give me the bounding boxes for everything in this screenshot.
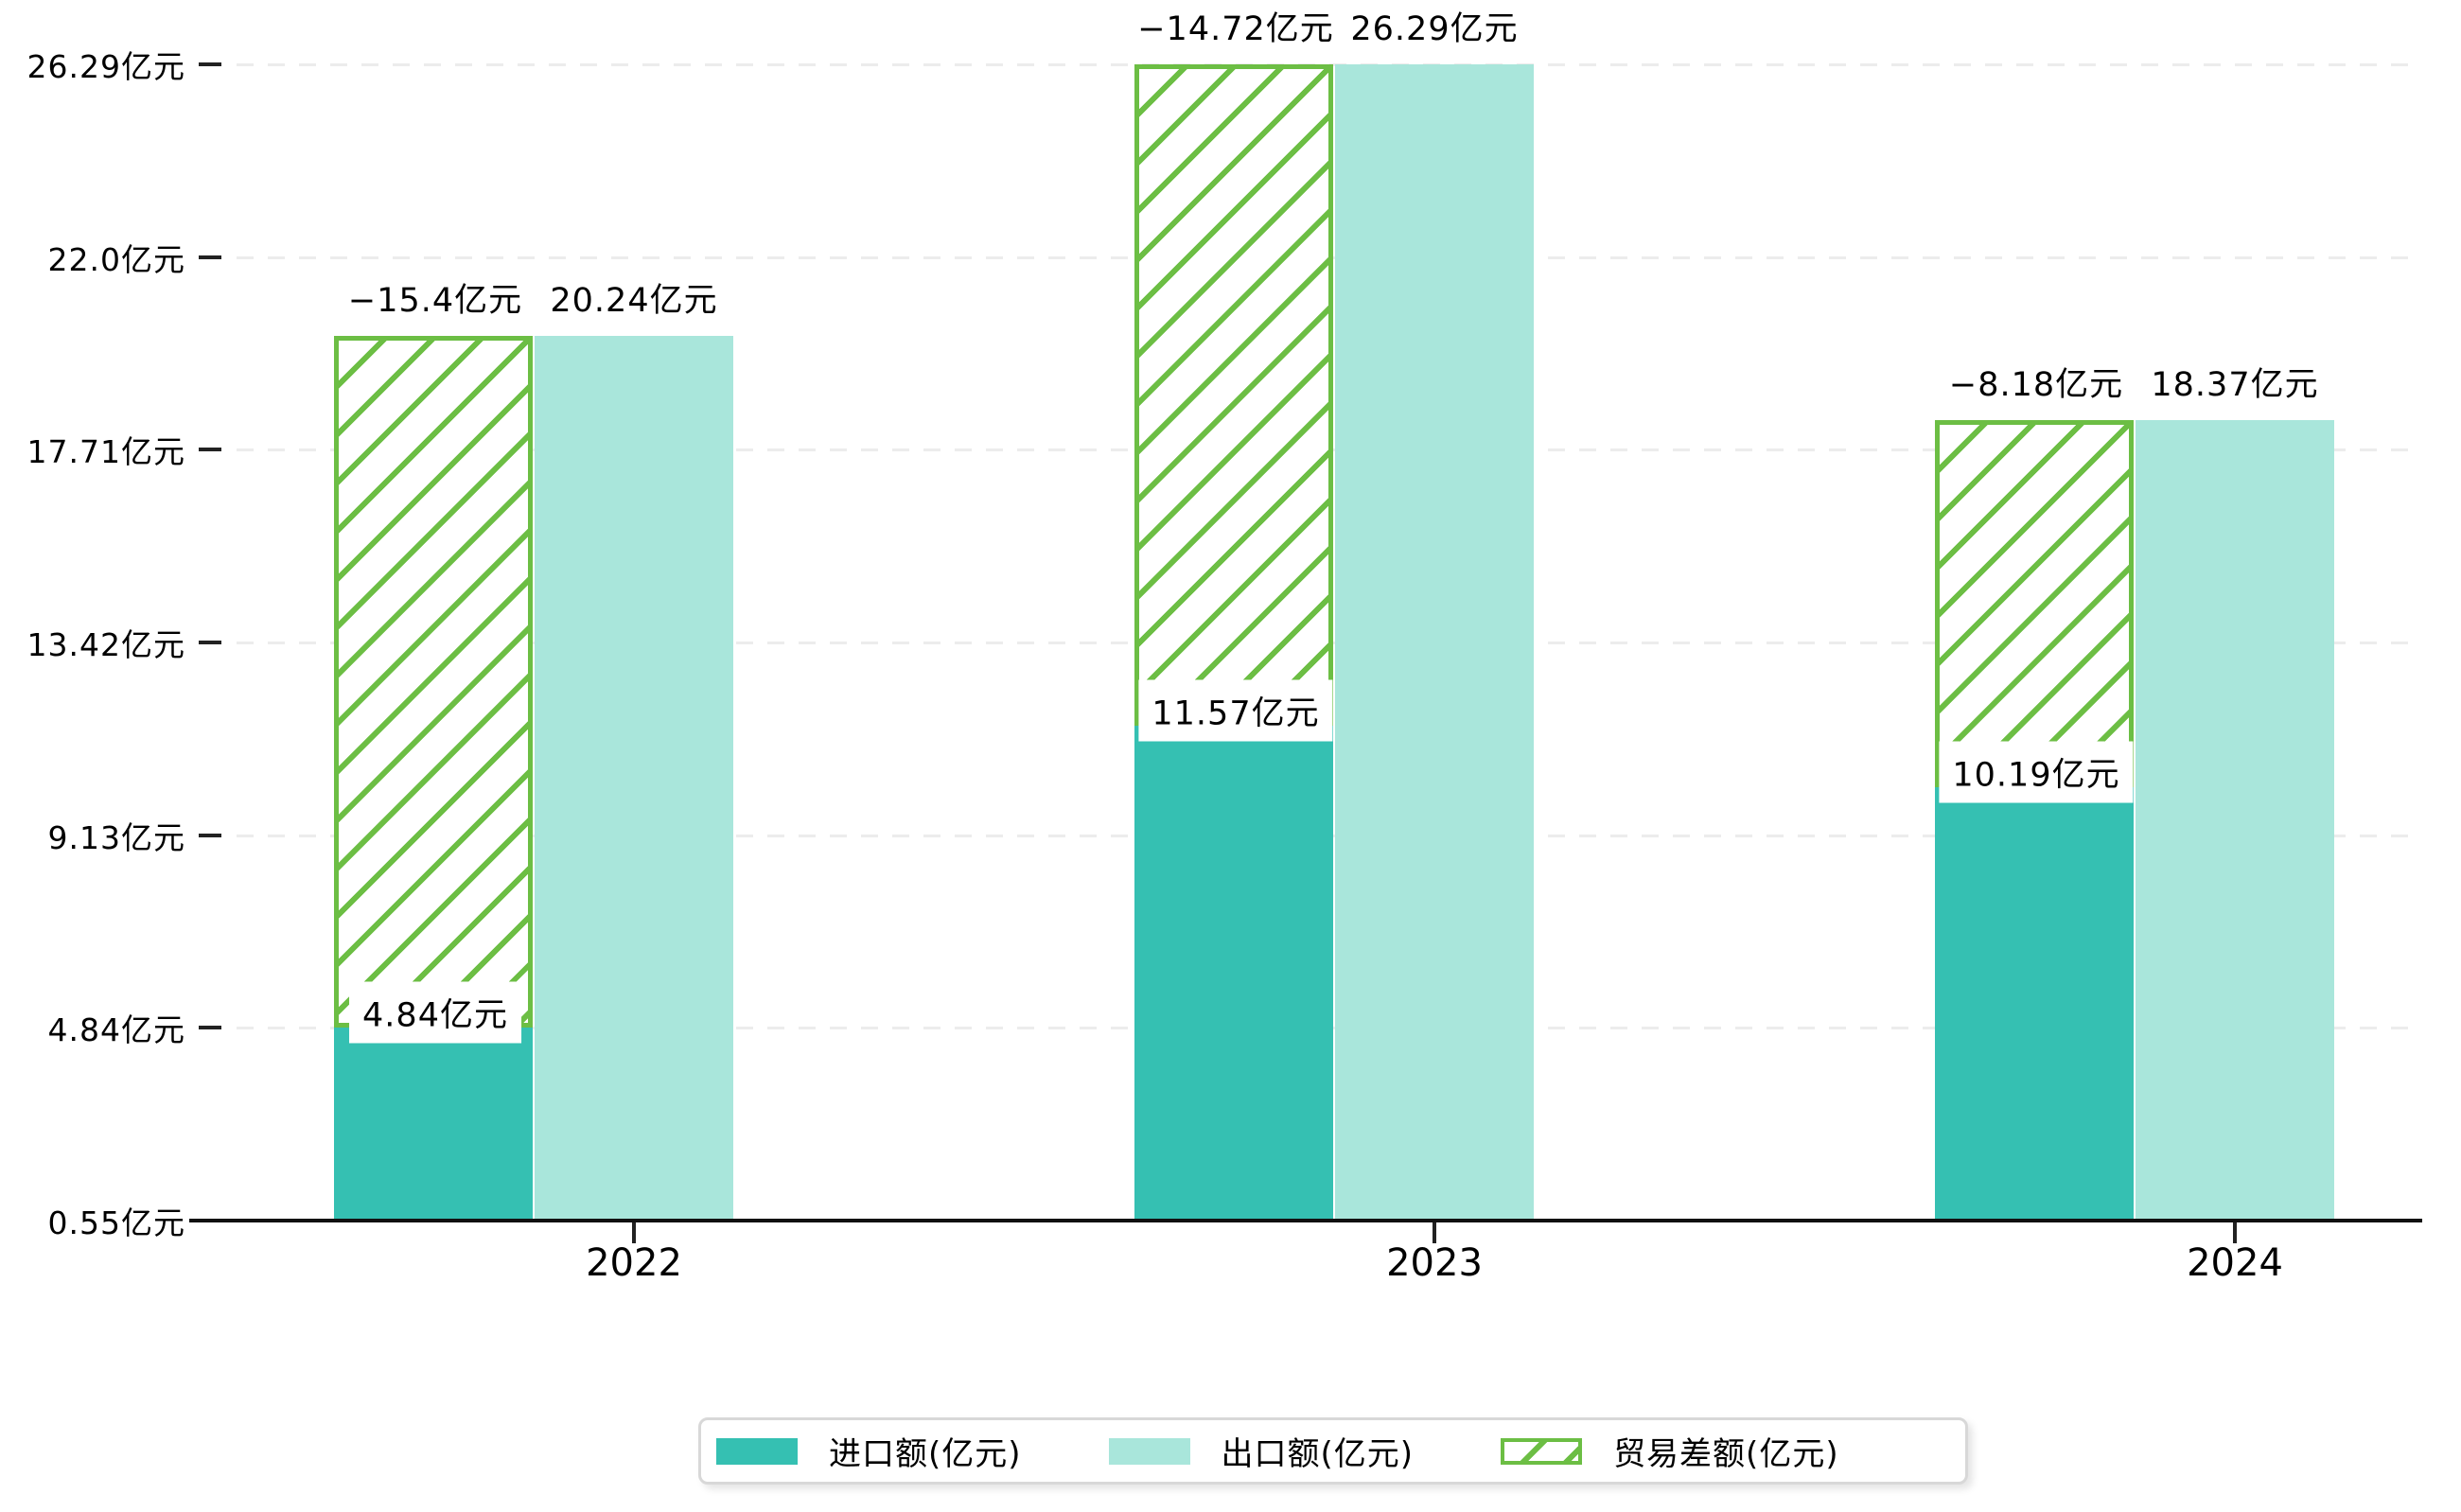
label-trade-balance-value: −14.72亿元 — [1124, 0, 1347, 57]
y-tick-label: 4.84亿元 — [47, 1011, 185, 1049]
legend-item-import: 进口额(亿元) — [716, 1428, 1022, 1474]
label-trade-balance-value: −15.4亿元 — [334, 267, 536, 329]
bar-import-2022 — [334, 1028, 533, 1221]
export-swatch — [1108, 1437, 1190, 1465]
x-tick-label-2023: 2023 — [1386, 1241, 1483, 1285]
label-import-value: 11.57亿元 — [1138, 679, 1333, 742]
label-export-value: 20.24亿元 — [536, 267, 731, 329]
y-tick-label: 17.71亿元 — [26, 433, 185, 471]
legend-label-import: 进口额(亿元) — [829, 1435, 1022, 1473]
x-tick-label-2024: 2024 — [2187, 1241, 2283, 1285]
legend-item-export: 出口额(亿元) — [1108, 1428, 1415, 1474]
y-tick-mark — [199, 448, 221, 452]
bar-trade-balance-2022 — [334, 336, 533, 1029]
y-tick-label: 9.13亿元 — [47, 818, 185, 856]
x-tick-mark — [2233, 1222, 2237, 1243]
x-tick-mark — [1433, 1222, 1436, 1243]
bar-trade-balance-2023 — [1134, 63, 1333, 726]
bar-import-2024 — [1935, 787, 2134, 1221]
import-swatch — [716, 1437, 798, 1465]
y-tick-label: 22.0亿元 — [47, 240, 185, 278]
label-export-value: 18.37亿元 — [2137, 350, 2332, 413]
label-trade-balance-value: −8.18亿元 — [1935, 350, 2137, 413]
y-tick-mark — [199, 640, 221, 644]
legend: 进口额(亿元) 出口额(亿元) 贸易差额(亿元) — [698, 1417, 1968, 1485]
y-tick-label: 13.42亿元 — [26, 625, 185, 663]
label-export-value: 26.29亿元 — [1337, 0, 1532, 57]
y-tick-mark — [199, 833, 221, 837]
y-tick-mark — [199, 62, 221, 66]
x-tick-mark — [632, 1222, 636, 1243]
legend-label-export: 出口额(亿元) — [1221, 1435, 1415, 1473]
legend-item-balance: 贸易差额(亿元) — [1501, 1428, 1839, 1474]
bar-export-2022 — [535, 336, 733, 1221]
y-tick-mark — [199, 255, 221, 259]
x-axis-line — [189, 1219, 2422, 1222]
bar-export-2023 — [1335, 63, 1534, 1221]
legend-label-balance: 贸易差额(亿元) — [1613, 1435, 1839, 1473]
y-tick-label: 26.29亿元 — [26, 47, 185, 85]
bar-trade-balance-2024 — [1935, 419, 2134, 788]
bar-import-2023 — [1134, 725, 1333, 1221]
y-tick-mark — [199, 1026, 221, 1030]
y-tick-label: 0.55亿元 — [47, 1204, 185, 1241]
label-import-value: 4.84亿元 — [349, 981, 521, 1044]
x-tick-label-2022: 2022 — [586, 1241, 682, 1285]
trade-balance-hatched-swatch — [1501, 1437, 1583, 1465]
bar-export-2024 — [2136, 419, 2334, 1221]
label-import-value: 10.19亿元 — [1939, 741, 2134, 803]
